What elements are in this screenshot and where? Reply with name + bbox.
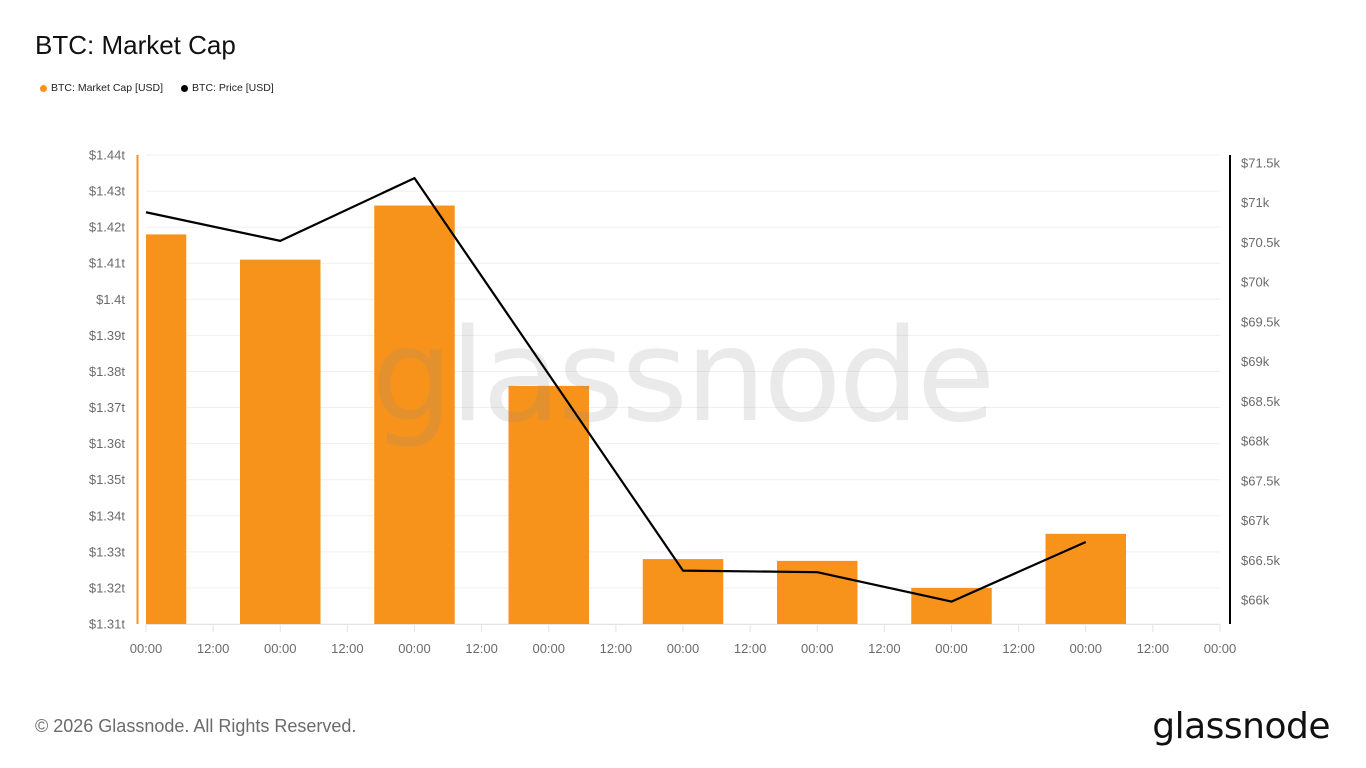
y-right-tick-label: $67.5k [1241,473,1281,488]
y-axis-right-ticks: $71.5k $71k $70.5k $70k $69.5k $69k $68.5k $68k… [1241,156,1281,608]
y-right-tick-label: $69k [1241,354,1270,369]
y-right-tick-label: $66.5k [1241,553,1281,568]
legend-item-price[interactable]: BTC: Price [USD] [181,82,274,94]
legend: BTC: Market Cap [USD] BTC: Price [USD] [40,82,274,94]
x-tick-label: 00:00 [264,641,297,656]
price-line [145,176,1087,603]
legend-item-market-cap[interactable]: BTC: Market Cap [USD] [40,82,163,94]
x-tick-label: 12:00 [197,641,230,656]
y-left-tick-label: $1.39t [89,328,126,343]
glassnode-logo: glassnode [1152,706,1330,747]
y-right-tick-label: $71k [1241,195,1270,210]
y-right-tick-label: $70.5k [1241,235,1281,250]
orange-dot-icon [40,84,47,92]
market-cap-bar[interactable] [911,587,992,624]
y-right-tick-label: $67k [1241,513,1270,528]
market-cap-bars [146,205,1127,624]
x-tick-label: 00:00 [532,641,565,656]
market-cap-bar[interactable] [1045,533,1127,624]
market-cap-bar[interactable] [240,259,321,624]
x-tick-label: 12:00 [331,641,364,656]
x-tick-label: 00:00 [1069,641,1102,656]
y-left-tick-label: $1.4t [96,292,125,307]
x-tick-label: 12:00 [1137,641,1170,656]
market-cap-bar[interactable] [777,560,858,624]
y-left-tick-label: $1.31t [89,617,126,632]
y-right-tick-label: $66k [1241,593,1270,608]
x-tick-label: 00:00 [398,641,431,656]
y-right-tick-label: $70k [1241,275,1270,290]
y-left-tick-label: $1.43t [89,184,126,199]
y-left-tick-label: $1.42t [89,220,126,235]
x-tick-label: 12:00 [1002,641,1035,656]
y-left-tick-label: $1.38t [89,364,126,379]
legend-label: BTC: Market Cap [USD] [51,82,164,94]
y-right-tick-label: $68.5k [1241,394,1281,409]
x-tick-label: 12:00 [465,641,498,656]
x-tick-label: 12:00 [600,641,633,656]
black-dot-icon [181,84,189,92]
y-left-tick-label: $1.44t [89,148,126,163]
y-right-tick-label: $68k [1241,434,1270,449]
watermark: glassnode [371,302,992,451]
y-left-tick-label: $1.37t [89,400,126,415]
price-line-path[interactable] [145,176,1087,603]
x-tick-label: 00:00 [667,641,700,656]
copyright-text: © 2026 Glassnode. All Rights Reserved. [35,716,357,736]
legend-label: BTC: Price [USD] [192,82,274,94]
y-left-tick-label: $1.35t [89,472,126,487]
x-tick-label: 12:00 [734,641,767,656]
y-left-tick-label: $1.36t [89,436,126,451]
y-axis-left-ticks: $1.44t $1.43t $1.42t $1.41t $1.4t $1.39t $1.38… [89,148,126,632]
y-left-tick-label: $1.34t [89,508,126,523]
y-left-tick-label: $1.32t [89,580,126,595]
x-tick-label: 00:00 [1204,641,1237,656]
gridlines [146,154,1220,625]
x-tick-label: 00:00 [935,641,968,656]
y-right-tick-label: $69.5k [1241,314,1281,329]
market-cap-bar[interactable] [508,385,590,624]
x-axis-ticks: 00:00 12:00 00:00 12:00 00:00 12:00 00:00 12:00… [130,624,1237,656]
y-left-tick-label: $1.33t [89,544,126,559]
y-right-tick-label: $71.5k [1241,156,1281,171]
market-cap-bar[interactable] [146,234,187,624]
chart-title: BTC: Market Cap [35,30,236,60]
y-left-tick-label: $1.41t [89,256,126,271]
x-tick-label: 00:00 [801,641,834,656]
x-tick-label: 00:00 [130,641,163,656]
x-tick-label: 12:00 [868,641,901,656]
market-cap-bar[interactable] [374,205,455,624]
